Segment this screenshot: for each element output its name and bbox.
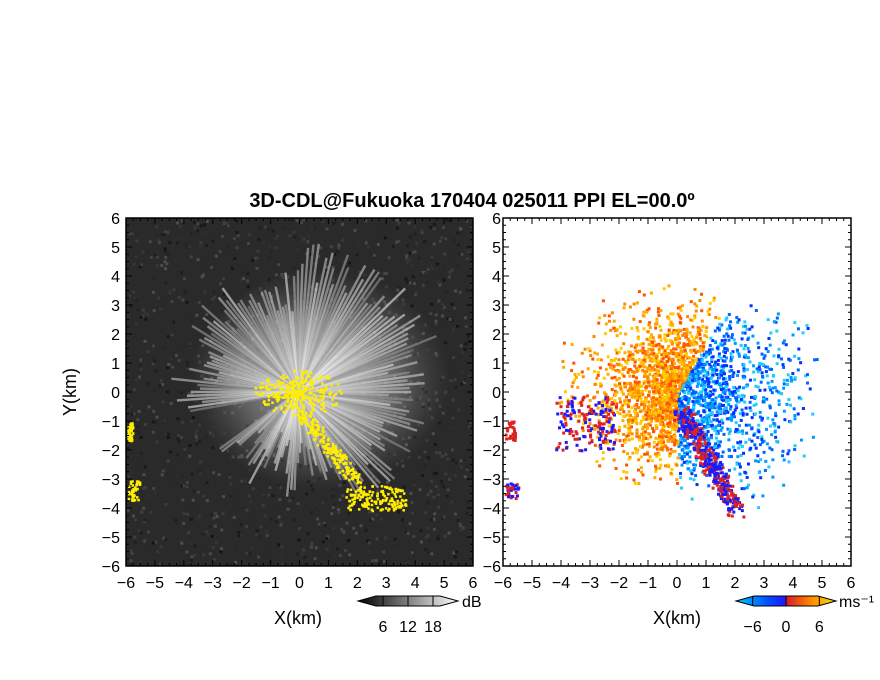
velocity-panel: −6 −5 −4 −3 −2 −1 0 1 2 3 4 5 6 6 5 4 3 2 1 0 −1 −2 −3 −4 −5 −6 X… — [483, 211, 856, 628]
y-tick-label: −3 — [102, 472, 120, 489]
x-tick-label: −2 — [233, 575, 251, 592]
reflectivity-ticks: −6 −5 −4 −3 −2 −1 0 1 2 3 4 5 6 6 5 4 3 2 1 0 −1 −2 −3 −4 −5 −6 — [102, 211, 478, 592]
y-tick-label: 1 — [492, 356, 501, 373]
y-tick-label: −6 — [102, 559, 120, 576]
y-tick-label: −2 — [483, 443, 501, 460]
y-tick-label: 5 — [492, 240, 501, 257]
y-axis-label: Y(km) — [60, 368, 80, 416]
y-tick-label: −4 — [483, 501, 501, 518]
x-tick-label: 2 — [731, 575, 740, 592]
x-tick-label: −5 — [146, 575, 164, 592]
x-tick-label: 3 — [382, 575, 391, 592]
x-tick-label: −6 — [117, 575, 135, 592]
y-tick-label: 0 — [492, 385, 501, 402]
velocity-ticks: −6 −5 −4 −3 −2 −1 0 1 2 3 4 5 6 6 5 4 3 2 1 0 −1 −2 −3 −4 −5 −6 — [483, 211, 856, 592]
x-tick-label: −1 — [639, 575, 657, 592]
y-tick-label: 6 — [111, 211, 120, 228]
y-tick-label: 4 — [111, 269, 120, 286]
y-tick-label: −6 — [483, 559, 501, 576]
colorbar-tick-label: 0 — [782, 619, 791, 636]
x-tick-label: −2 — [610, 575, 628, 592]
velocity-unit: ms⁻¹ — [839, 594, 874, 611]
y-tick-label: 3 — [492, 298, 501, 315]
y-tick-label: −1 — [483, 414, 501, 431]
y-tick-label: 4 — [492, 269, 501, 286]
x-tick-label: −6 — [494, 575, 512, 592]
high-echo-regions — [127, 369, 408, 513]
x-axis-label-left: X(km) — [274, 608, 322, 628]
y-tick-label: 2 — [111, 327, 120, 344]
colorbar-tick-label: 6 — [815, 619, 824, 636]
y-tick-label: −1 — [102, 414, 120, 431]
y-tick-label: 1 — [111, 356, 120, 373]
y-tick-label: 2 — [492, 327, 501, 344]
x-tick-label: 0 — [295, 575, 304, 592]
colorbar-tick-label: −6 — [744, 619, 762, 636]
x-axis-label-right: X(km) — [653, 608, 701, 628]
x-tick-label: 4 — [789, 575, 798, 592]
x-tick-label: 4 — [411, 575, 420, 592]
colorbar-tick-label: 6 — [379, 619, 388, 636]
y-tick-label: 6 — [492, 211, 501, 228]
x-tick-label: 1 — [702, 575, 711, 592]
x-tick-label: 6 — [847, 575, 856, 592]
x-tick-label: −5 — [523, 575, 541, 592]
x-tick-label: 5 — [818, 575, 827, 592]
x-tick-label: 1 — [324, 575, 333, 592]
velocity-field — [504, 284, 819, 519]
colorbar-tick-label: 18 — [424, 619, 442, 636]
chart-title: 3D-CDL@Fukuoka 170404 025011 PPI EL=00.0… — [249, 190, 694, 212]
x-tick-label: −4 — [175, 575, 193, 592]
x-tick-label: 6 — [469, 575, 478, 592]
x-tick-label: −3 — [581, 575, 599, 592]
y-tick-label: 0 — [111, 385, 120, 402]
x-tick-label: −4 — [552, 575, 570, 592]
y-tick-label: −4 — [102, 501, 120, 518]
y-tick-label: −5 — [102, 530, 120, 547]
reflectivity-panel: −6 −5 −4 −3 −2 −1 0 1 2 3 4 5 6 6 5 4 3 2 1 0 −1 −2 −3 −4 −5 −6 X… — [60, 211, 478, 628]
velocity-colorbar: −6 0 6 ms⁻¹ — [734, 594, 874, 636]
echo-rays — [171, 243, 437, 499]
x-tick-label: 2 — [353, 575, 362, 592]
y-tick-label: −5 — [483, 530, 501, 547]
y-tick-label: 5 — [111, 240, 120, 257]
x-tick-label: −1 — [261, 575, 279, 592]
x-tick-label: 3 — [760, 575, 769, 592]
reflectivity-colorbar: 6 12 18 dB — [356, 594, 482, 636]
x-tick-label: −3 — [204, 575, 222, 592]
y-tick-label: 3 — [111, 298, 120, 315]
y-tick-label: −3 — [483, 472, 501, 489]
colorbar-tick-label: 12 — [399, 619, 417, 636]
reflectivity-unit: dB — [462, 594, 482, 611]
x-tick-label: 0 — [673, 575, 682, 592]
y-tick-label: −2 — [102, 443, 120, 460]
x-tick-label: 5 — [440, 575, 449, 592]
